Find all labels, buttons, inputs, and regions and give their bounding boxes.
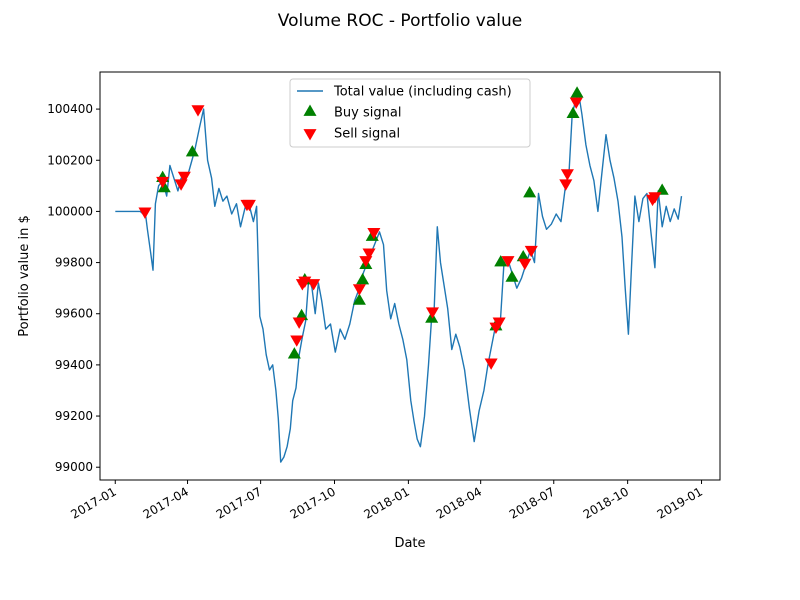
buy-signal-marker-1 bbox=[157, 180, 171, 193]
x-tick-label-1: 2017-04 bbox=[141, 484, 191, 521]
y-tick-label-0: 99000 bbox=[55, 460, 93, 474]
sell-signal-marker-3 bbox=[177, 171, 191, 184]
sell-signal-marker-21 bbox=[518, 258, 532, 271]
buy-signal-marker-13 bbox=[505, 270, 519, 282]
sell-signal-marker-19 bbox=[492, 317, 506, 329]
legend: Total value (including cash) Buy signal Se… bbox=[289, 78, 531, 148]
sell-signal-marker-17 bbox=[484, 358, 498, 370]
buy-signal-marker-3 bbox=[287, 347, 301, 359]
legend-swatch-buy bbox=[303, 104, 317, 116]
x-tick-label-2: 2017-07 bbox=[214, 484, 264, 521]
buy-signal-marker-12 bbox=[494, 255, 508, 267]
y-tick-label-3: 99600 bbox=[55, 307, 93, 321]
x-tick-label-7: 2018-10 bbox=[581, 484, 631, 521]
sell-signal-marker-11 bbox=[307, 279, 321, 291]
sell-signal-marker-25 bbox=[569, 97, 583, 109]
y-tick-label-1: 99200 bbox=[55, 409, 93, 423]
sell-signal-marker-16 bbox=[425, 307, 440, 319]
x-tick-label-0: 2017-01 bbox=[68, 484, 118, 521]
plot-frame bbox=[99, 71, 721, 481]
sell-signal-marker-7 bbox=[290, 335, 304, 347]
legend-frame bbox=[289, 78, 531, 148]
sell-signal-marker-1 bbox=[156, 176, 170, 189]
sell-signal-marker-20 bbox=[501, 256, 515, 268]
sell-signal-marker-14 bbox=[362, 248, 376, 260]
legend-label-1: Buy signal bbox=[334, 106, 401, 121]
sell-signal-marker-12 bbox=[352, 284, 366, 296]
x-tick-label-6: 2018-07 bbox=[507, 484, 557, 521]
buy-signal-marker-15 bbox=[523, 186, 537, 198]
series-line-total-value bbox=[115, 92, 683, 463]
sell-signal-marker-15 bbox=[367, 228, 381, 240]
y-tick-label-2: 99400 bbox=[55, 358, 93, 372]
buy-signal-marker-2 bbox=[185, 145, 199, 157]
sell-signal-marker-24 bbox=[560, 169, 574, 181]
sell-signal-marker-22 bbox=[524, 245, 538, 258]
sell-signal-marker-0 bbox=[138, 207, 152, 219]
y-tick-label-6: 100200 bbox=[47, 153, 93, 167]
x-tick-label-4: 2018-01 bbox=[361, 484, 411, 521]
legend-swatch-sell bbox=[303, 129, 317, 141]
x-tick-label-5: 2018-04 bbox=[434, 484, 484, 521]
legend-label-2: Sell signal bbox=[334, 127, 400, 142]
x-tick-label-3: 2017-10 bbox=[288, 484, 338, 521]
y-tick-label-4: 99800 bbox=[55, 256, 93, 270]
buy-signal-marker-16 bbox=[566, 106, 580, 119]
buy-signal-marker-6 bbox=[352, 293, 366, 305]
sell-signal-marker-8 bbox=[292, 317, 306, 329]
x-tick-label-8: 2019-01 bbox=[655, 484, 705, 521]
marks-layer bbox=[115, 86, 683, 463]
buy-signal-marker-18 bbox=[655, 183, 669, 195]
chart-title: Volume ROC - Portfolio value bbox=[278, 11, 522, 31]
y-axis-label: Portfolio value in $ bbox=[17, 215, 32, 337]
buy-signal-marker-17 bbox=[570, 86, 584, 98]
y-tick-label-5: 100000 bbox=[47, 204, 93, 218]
sell-signal-marker-4 bbox=[191, 105, 205, 117]
legend-label-0: Total value (including cash) bbox=[333, 85, 512, 100]
buy-signal-marker-7 bbox=[356, 272, 370, 285]
sell-signal-marker-27 bbox=[648, 192, 662, 204]
y-tick-label-7: 100400 bbox=[47, 102, 93, 116]
x-axis-label: Date bbox=[394, 536, 425, 551]
sell-signal-marker-23 bbox=[559, 179, 573, 191]
sell-signal-marker-6 bbox=[242, 199, 256, 212]
